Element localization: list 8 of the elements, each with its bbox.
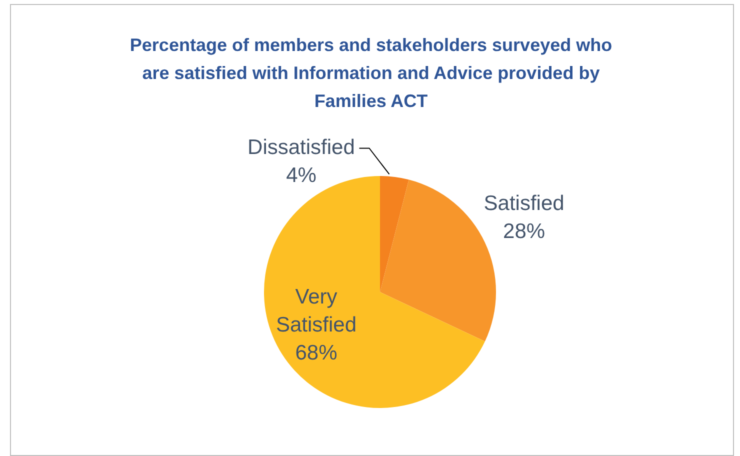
data-label: 68% <box>295 341 338 364</box>
slice-label: Dissatisfied <box>248 136 355 160</box>
data-label: 28% <box>503 220 546 243</box>
slice-label: Very Satisfied <box>276 285 357 336</box>
pie-slice <box>380 176 409 292</box>
data-label: 4% <box>286 164 316 188</box>
chart-title: Percentage of members and stakeholders surveyed who are satisfied with Information and Advice provided by Families ACT <box>128 34 614 113</box>
slice-label: Satisfied <box>484 192 564 215</box>
